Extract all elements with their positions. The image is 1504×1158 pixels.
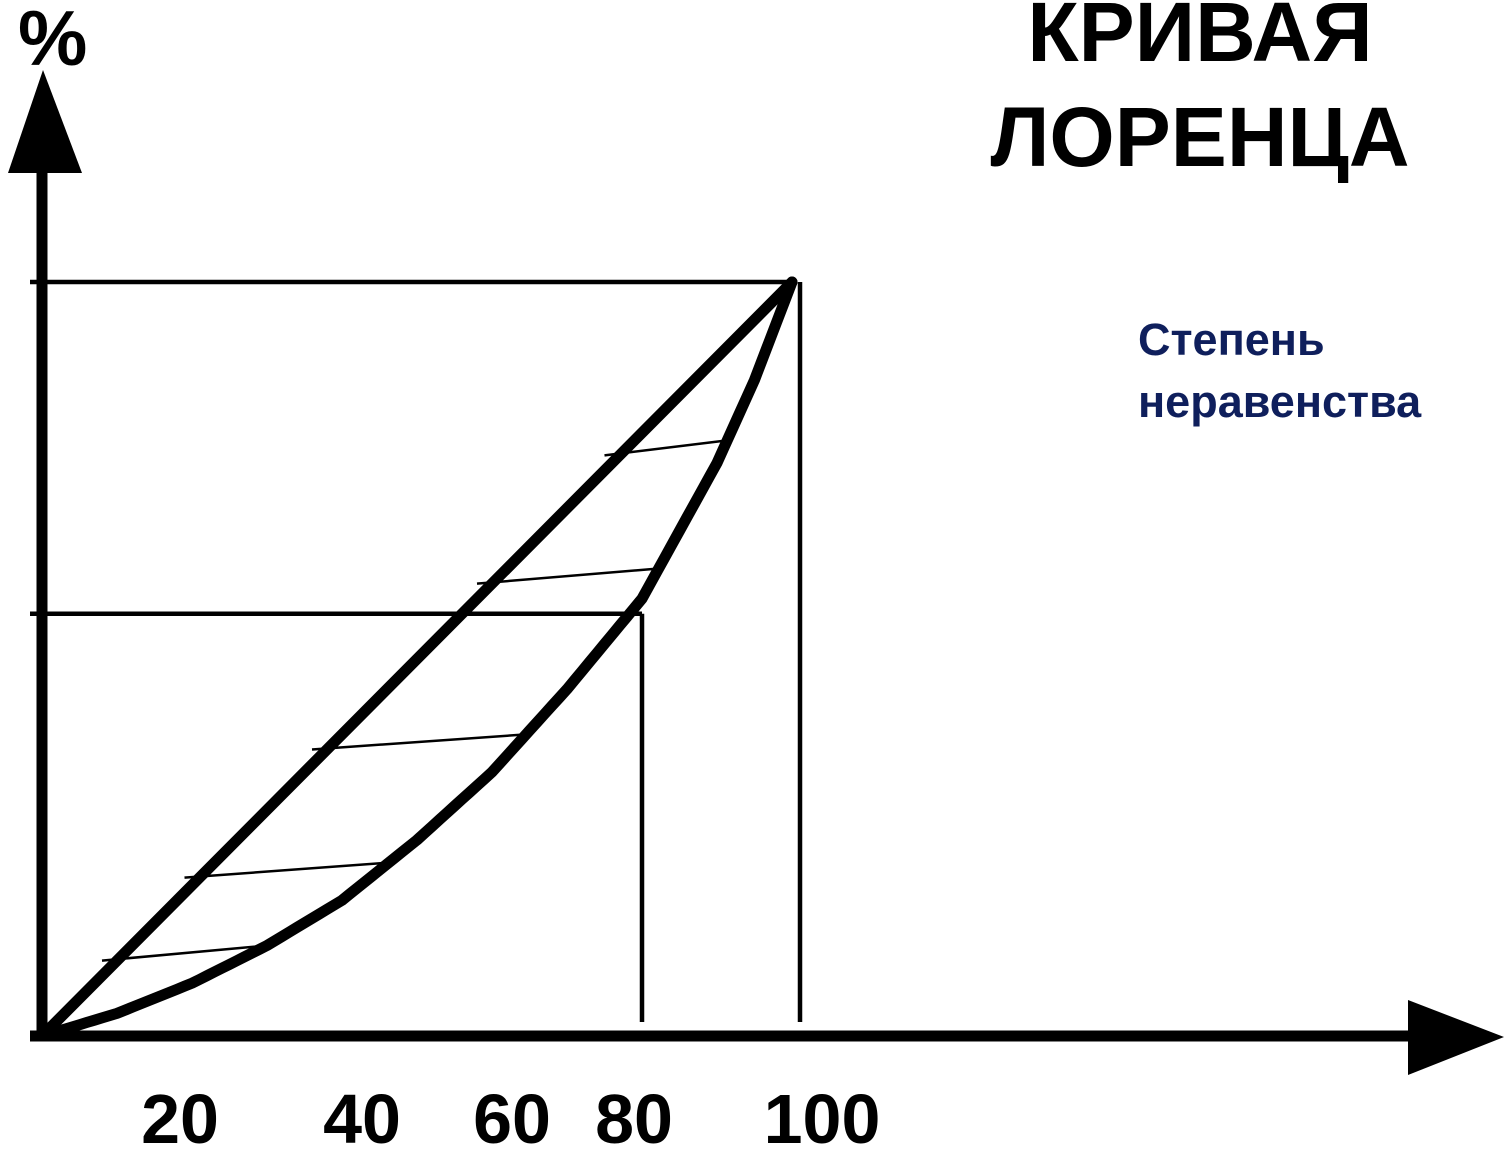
annotation-line2: неравенства (1138, 376, 1422, 427)
chart-title-line2: ЛОРЕНЦА (990, 90, 1410, 184)
hatch-line-2 (184, 861, 389, 879)
reference-lines (30, 279, 803, 1022)
lorenz-curve (36, 276, 798, 1042)
x-tick-label-40: 40 (323, 1080, 401, 1158)
chart-title-line1: КРИВАЯ (1027, 0, 1373, 79)
x-tick-label-100: 100 (763, 1080, 881, 1158)
x-tick-label-80: 80 (595, 1080, 673, 1158)
x-tick-label-60: 60 (473, 1080, 551, 1158)
y-axis-label: % (18, 0, 88, 82)
x-axis-arrow (1408, 1000, 1504, 1075)
equality-line (36, 276, 798, 1042)
axes (8, 70, 1504, 1075)
annotation-line1: Степень (1138, 314, 1325, 365)
hatch-line-1 (101, 944, 268, 962)
x-tick-label-20: 20 (141, 1080, 219, 1158)
hatch-line-4 (476, 567, 659, 585)
series-lines (36, 276, 798, 1042)
hatch-line-3 (311, 733, 527, 751)
y-axis-arrow (8, 70, 82, 173)
